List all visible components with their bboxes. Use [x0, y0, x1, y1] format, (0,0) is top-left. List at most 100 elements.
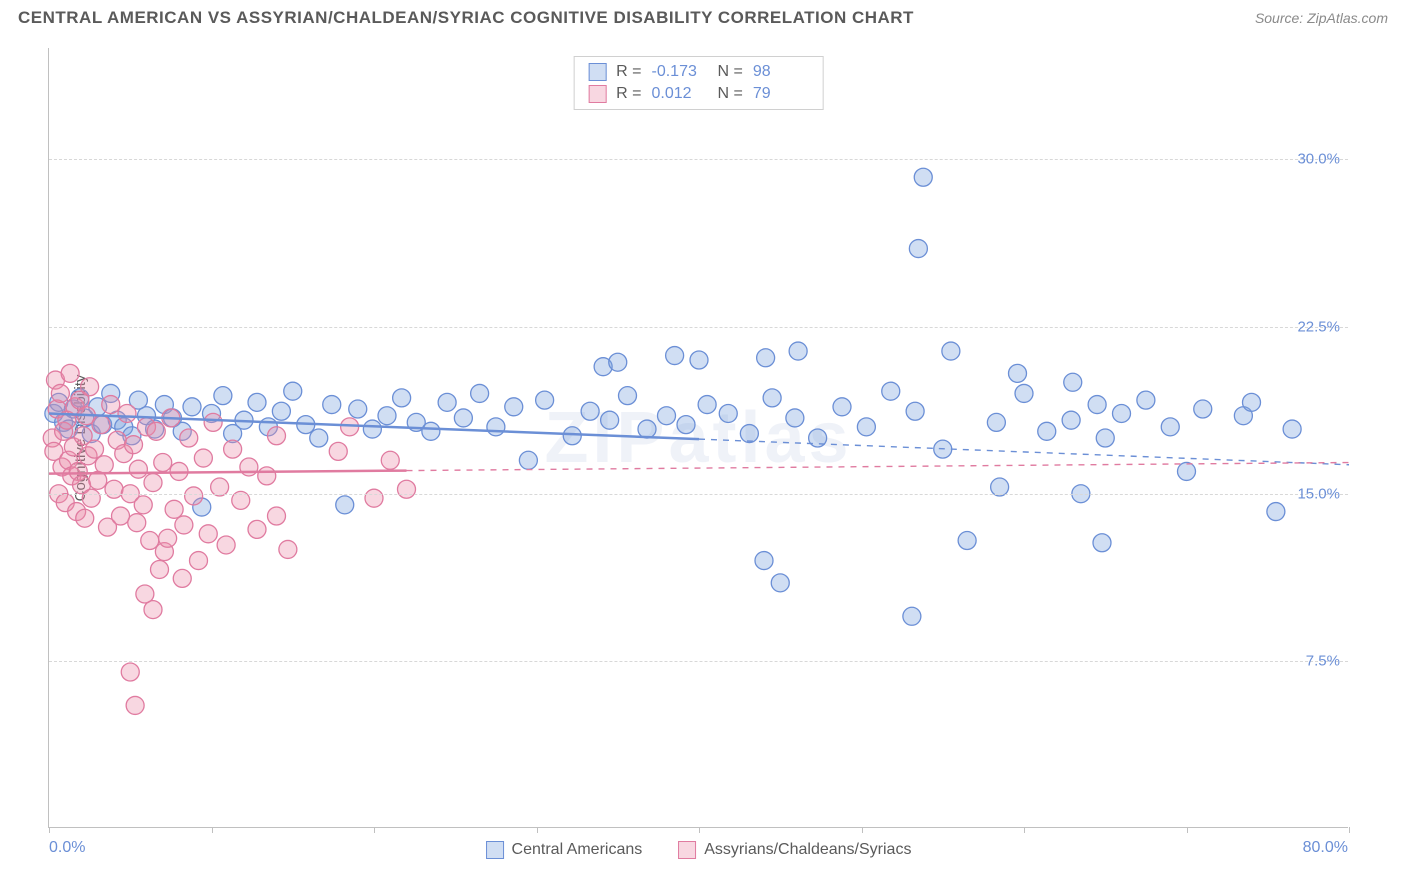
scatter-point	[1062, 411, 1080, 429]
r-value-0: -0.173	[652, 63, 708, 81]
scatter-point	[771, 574, 789, 592]
legend-item-1: Assyrians/Chaldeans/Syriacs	[678, 841, 911, 859]
n-value-1: 79	[753, 85, 809, 103]
scatter-point	[173, 569, 191, 587]
scatter-point	[329, 442, 347, 460]
scatter-point	[248, 393, 266, 411]
x-min-label: 0.0%	[49, 839, 85, 857]
trendline-dashed	[407, 463, 1350, 471]
scatter-point	[536, 391, 554, 409]
scatter-point	[677, 416, 695, 434]
x-tick	[1187, 827, 1188, 833]
scatter-point	[914, 168, 932, 186]
scatter-point	[134, 496, 152, 514]
scatter-point	[240, 458, 258, 476]
y-tick-label: 7.5%	[1306, 652, 1340, 669]
scatter-point	[180, 429, 198, 447]
scatter-point	[144, 474, 162, 492]
scatter-svg	[49, 48, 1348, 827]
scatter-point	[690, 351, 708, 369]
plot-area: Cognitive Disability ZIPatlas R = -0.173…	[48, 48, 1348, 828]
scatter-point	[279, 540, 297, 558]
scatter-point	[248, 520, 266, 538]
scatter-point	[1088, 396, 1106, 414]
gridline	[49, 661, 1348, 662]
scatter-point	[1093, 534, 1111, 552]
scatter-point	[268, 507, 286, 525]
scatter-point	[175, 516, 193, 534]
scatter-point	[129, 460, 147, 478]
title-bar: CENTRAL AMERICAN VS ASSYRIAN/CHALDEAN/SY…	[0, 0, 1406, 32]
scatter-point	[378, 407, 396, 425]
scatter-point	[86, 440, 104, 458]
scatter-point	[638, 420, 656, 438]
scatter-point	[393, 389, 411, 407]
scatter-point	[471, 384, 489, 402]
scatter-point	[1064, 373, 1082, 391]
scatter-point	[609, 353, 627, 371]
scatter-point	[755, 552, 773, 570]
x-tick	[862, 827, 863, 833]
scatter-point	[763, 389, 781, 407]
stats-row-0: R = -0.173 N = 98	[588, 61, 809, 83]
scatter-point	[323, 396, 341, 414]
scatter-point	[833, 398, 851, 416]
scatter-point	[82, 489, 100, 507]
scatter-point	[942, 342, 960, 360]
scatter-point	[51, 384, 69, 402]
scatter-point	[1113, 404, 1131, 422]
scatter-point	[165, 500, 183, 518]
scatter-point	[698, 396, 716, 414]
scatter-point	[95, 456, 113, 474]
stats-legend-box: R = -0.173 N = 98 R = 0.012 N = 79	[573, 56, 824, 110]
scatter-point	[118, 404, 136, 422]
scatter-point	[1137, 391, 1155, 409]
scatter-point	[1267, 503, 1285, 521]
scatter-point	[214, 387, 232, 405]
scatter-point	[563, 427, 581, 445]
scatter-point	[581, 402, 599, 420]
scatter-point	[1243, 393, 1261, 411]
scatter-point	[987, 413, 1005, 431]
scatter-point	[76, 509, 94, 527]
swatch-series-1	[588, 85, 606, 103]
scatter-point	[740, 425, 758, 443]
gridline	[49, 494, 1348, 495]
legend-swatch-0	[486, 841, 504, 859]
scatter-point	[144, 601, 162, 619]
scatter-point	[365, 489, 383, 507]
x-max-label: 80.0%	[1303, 839, 1348, 857]
scatter-point	[92, 416, 110, 434]
scatter-point	[519, 451, 537, 469]
stats-row-1: R = 0.012 N = 79	[588, 83, 809, 105]
legend-swatch-1	[678, 841, 696, 859]
scatter-point	[183, 398, 201, 416]
trendline-dashed	[699, 439, 1349, 465]
scatter-point	[1283, 420, 1301, 438]
scatter-point	[147, 422, 165, 440]
scatter-point	[204, 413, 222, 431]
bottom-legend: Central Americans Assyrians/Chaldeans/Sy…	[486, 841, 912, 859]
scatter-point	[1178, 462, 1196, 480]
scatter-point	[272, 402, 290, 420]
scatter-point	[159, 529, 177, 547]
scatter-point	[422, 422, 440, 440]
scatter-point	[224, 440, 242, 458]
x-tick	[537, 827, 538, 833]
scatter-point	[882, 382, 900, 400]
source-text: Source: ZipAtlas.com	[1255, 10, 1388, 26]
scatter-point	[438, 393, 456, 411]
y-tick-label: 30.0%	[1297, 151, 1340, 168]
scatter-point	[112, 507, 130, 525]
scatter-point	[958, 532, 976, 550]
scatter-point	[1038, 422, 1056, 440]
x-tick	[1349, 827, 1350, 833]
legend-item-0: Central Americans	[486, 841, 643, 859]
scatter-point	[789, 342, 807, 360]
scatter-point	[126, 696, 144, 714]
x-tick	[374, 827, 375, 833]
scatter-point	[666, 347, 684, 365]
scatter-point	[81, 378, 99, 396]
scatter-point	[619, 387, 637, 405]
r-value-1: 0.012	[652, 85, 708, 103]
